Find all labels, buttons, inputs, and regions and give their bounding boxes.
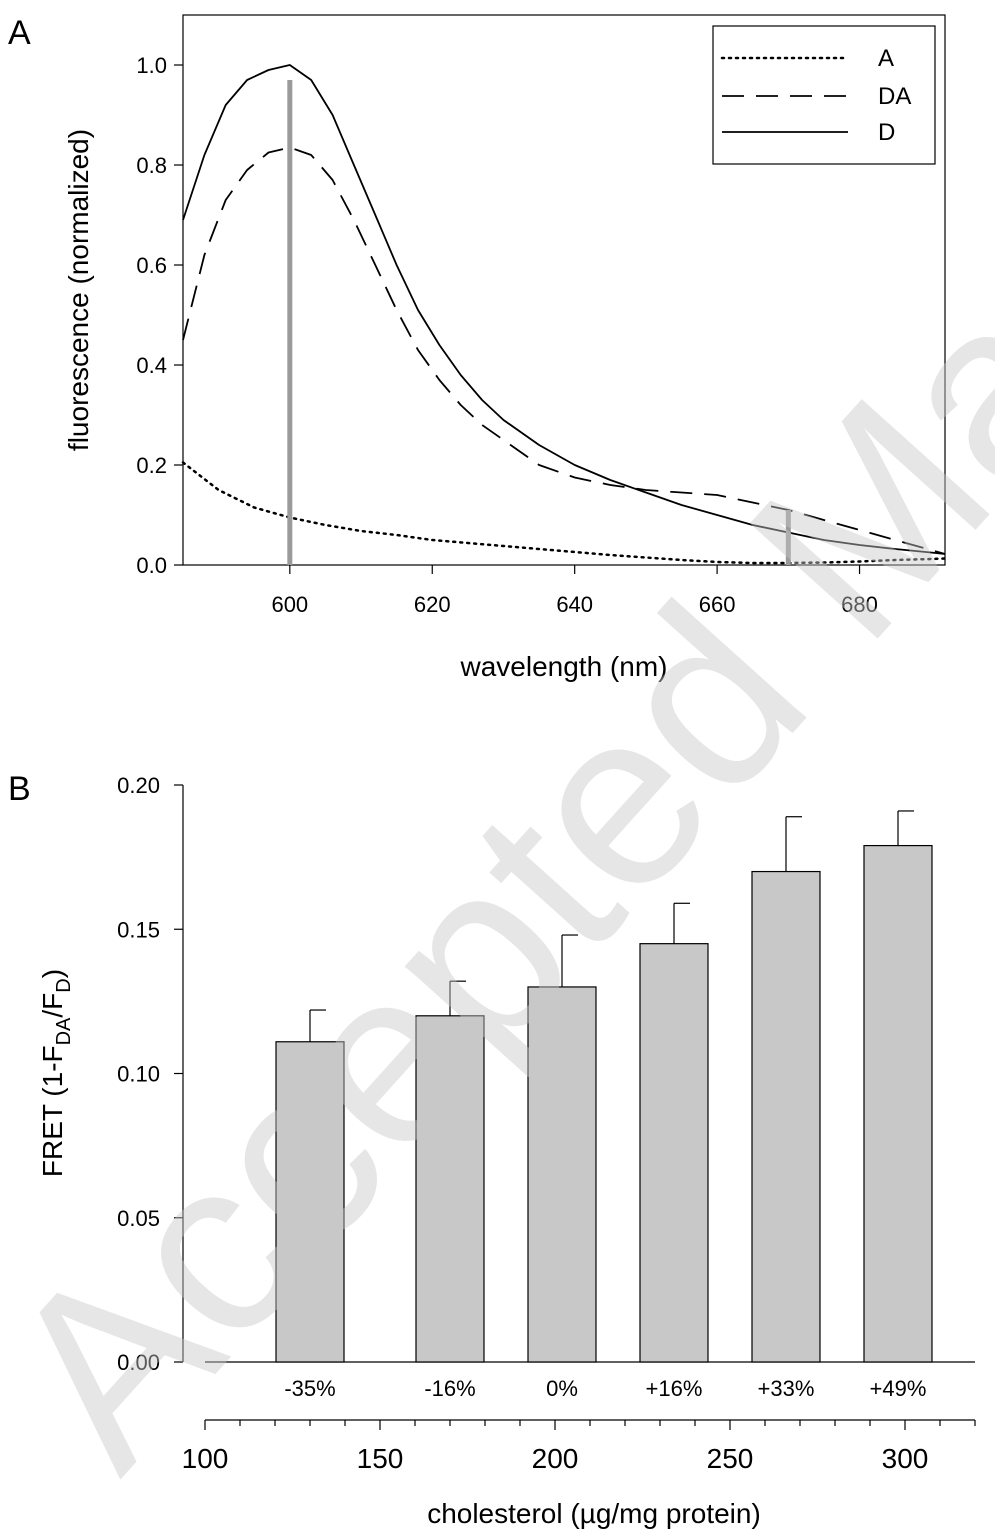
panel-b-x-axis-label: cholesterol (µg/mg protein) xyxy=(427,1498,761,1529)
a-series-line-a xyxy=(181,461,947,565)
a-xtick-label: 620 xyxy=(414,592,451,617)
a-series-line-d xyxy=(182,64,946,555)
panel-a-series xyxy=(181,64,947,565)
ylabel-sub-da: DA xyxy=(53,1017,75,1045)
bar-category-label: -35% xyxy=(284,1376,335,1401)
ylabel-part-3: ) xyxy=(37,969,68,978)
panel-b-x-axis: 100 150 200 250 300 xyxy=(182,1419,976,1474)
bar xyxy=(639,943,709,1363)
legend-label-d: D xyxy=(878,119,895,146)
panel-b-y-axis-label: FRET (1-FDA/FD) xyxy=(37,969,75,1177)
a-ytick-label: 0.0 xyxy=(136,553,167,578)
bar xyxy=(415,1015,485,1363)
a-series-line-da xyxy=(182,146,946,555)
a-xtick-label: 680 xyxy=(841,592,878,617)
panel-a-y-axis: 0.0 0.2 0.4 0.6 0.8 1.0 xyxy=(136,53,183,578)
legend-label-a: A xyxy=(878,45,894,72)
a-ytick-label: 0.6 xyxy=(136,253,167,278)
panel-b-letter: B xyxy=(8,770,31,808)
b-ytick-label: 0.00 xyxy=(117,1350,160,1375)
a-xtick-label: 640 xyxy=(556,592,593,617)
panel-a-frame xyxy=(182,14,946,566)
b-xtick-label: 250 xyxy=(707,1443,754,1474)
panel-a-letter: A xyxy=(8,14,31,52)
a-ytick-label: 0.4 xyxy=(136,353,167,378)
bar-category-label: 0% xyxy=(546,1376,578,1401)
b-xtick-label: 200 xyxy=(532,1443,579,1474)
legend-box xyxy=(712,25,936,165)
bar xyxy=(275,1041,345,1363)
bar-category-label: +16% xyxy=(646,1376,703,1401)
panel-a-chart: A 0.0 0.2 0.4 0.6 0.8 1.0 600 620 640 660 680 wav… xyxy=(8,14,947,682)
bar xyxy=(863,844,933,1363)
a-xtick-label: 600 xyxy=(271,592,308,617)
b-xtick-label: 100 xyxy=(182,1443,229,1474)
bar-category-label: +33% xyxy=(758,1376,815,1401)
b-ytick-label: 0.15 xyxy=(117,917,160,942)
panel-a-x-axis-label: wavelength (nm) xyxy=(460,651,668,682)
panel-b-chart: B 0.00 0.05 0.10 0.15 0.20 -35% -16% 0% +16% +33… xyxy=(8,770,976,1529)
ylabel-part-2: /F xyxy=(37,993,68,1018)
panel-a-y-axis-label: fluorescence (normalized) xyxy=(63,129,94,451)
ylabel-part-1: FRET (1-F xyxy=(37,1045,68,1177)
panel-a-legend: A DA D xyxy=(712,25,936,165)
bar-category-label: +49% xyxy=(870,1376,927,1401)
a-ytick-label: 0.8 xyxy=(136,153,167,178)
b-ytick-label: 0.05 xyxy=(117,1206,160,1231)
b-xtick-label: 150 xyxy=(357,1443,404,1474)
panel-a-x-axis: 600 620 640 660 680 xyxy=(271,565,878,617)
a-ytick-label: 0.2 xyxy=(136,453,167,478)
b-ytick-label: 0.20 xyxy=(117,773,160,798)
panel-a-markers xyxy=(287,80,791,565)
ylabel-sub-d: D xyxy=(53,978,75,992)
panel-b-y-axis: 0.00 0.05 0.10 0.15 0.20 xyxy=(117,773,183,1375)
a-xtick-label: 660 xyxy=(699,592,736,617)
b-xtick-label: 300 xyxy=(882,1443,929,1474)
bar xyxy=(527,986,597,1363)
bar-category-label: -16% xyxy=(424,1376,475,1401)
b-ytick-label: 0.10 xyxy=(117,1062,160,1087)
panel-b-bars: -35% -16% 0% +16% +33% +49% xyxy=(275,810,933,1401)
legend-label-da: DA xyxy=(878,83,911,110)
bar xyxy=(751,870,821,1363)
a-ytick-label: 1.0 xyxy=(136,53,167,78)
